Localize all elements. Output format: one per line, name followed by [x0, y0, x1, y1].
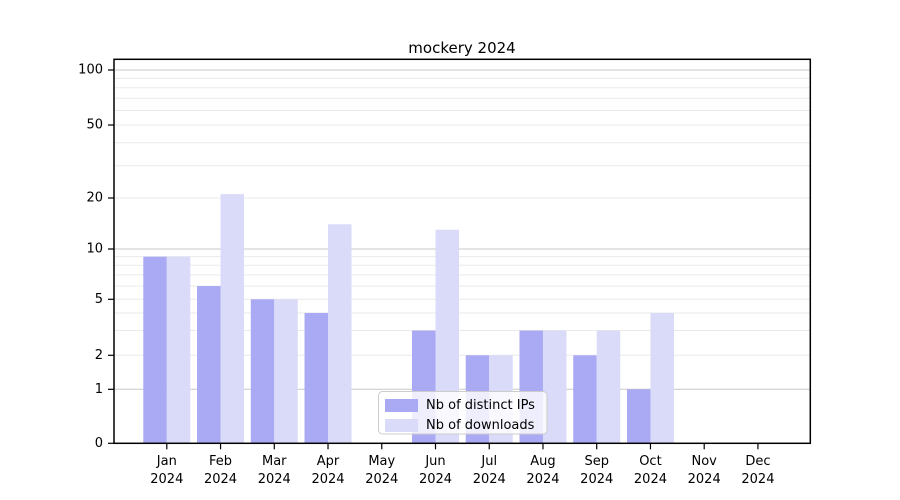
x-tick-label-month: Aug [530, 454, 555, 469]
x-tick-label-year: 2024 [580, 472, 613, 487]
bar-downloads-feb [220, 194, 245, 444]
x-tick-label-year: 2024 [258, 472, 291, 487]
x-tick-label-month: Jan [156, 454, 177, 469]
y-tick-label: 2 [95, 348, 103, 363]
axis-tick-labels: 0 1 2 5 10 20 50 100 Jan 2024 Feb 2024 Mar 2024 Apr 202… [78, 63, 774, 488]
x-tick-label-month: Sep [584, 454, 609, 469]
bar-downloads-jan [166, 256, 191, 444]
y-tick-label: 0 [95, 436, 103, 451]
chart-title: mockery 2024 [408, 39, 515, 57]
legend-label: Nb of downloads [426, 418, 535, 433]
bar-downloads-aug [542, 330, 567, 444]
x-tick-label-month: Apr [317, 454, 340, 469]
bar-ips-mar [250, 299, 275, 444]
y-tick-label: 1 [95, 382, 103, 397]
legend-swatch [385, 399, 418, 412]
legend-label: Nb of distinct IPs [426, 398, 535, 413]
y-tick-label: 50 [86, 118, 103, 133]
x-tick-label-year: 2024 [526, 472, 559, 487]
bar-ips-apr [304, 312, 329, 444]
legend: Nb of distinct IPs Nb of downloads [378, 391, 548, 435]
x-tick-label-year: 2024 [150, 472, 183, 487]
bar-ips-feb [197, 286, 221, 444]
bar-downloads-sep [596, 330, 621, 444]
bar-ips-oct [626, 389, 651, 444]
x-tick-label-year: 2024 [688, 472, 721, 487]
x-tick-label-year: 2024 [365, 472, 398, 487]
x-tick-label-month: Mar [262, 454, 287, 469]
legend-swatch [385, 419, 418, 432]
y-tick-label: 100 [78, 63, 103, 78]
x-tick-label-month: Jul [480, 454, 497, 469]
bar-downloads-oct [650, 312, 674, 444]
bar-downloads-jun [435, 229, 459, 444]
y-tick-label: 10 [86, 242, 103, 257]
x-tick-label-year: 2024 [204, 472, 237, 487]
axis-ticks [108, 69, 759, 450]
plot-frame [113, 58, 812, 445]
x-tick-label-year: 2024 [419, 472, 452, 487]
x-tick-label-month: Dec [745, 454, 770, 469]
axes-spines [113, 58, 812, 445]
x-tick-label-month: Nov [692, 454, 718, 469]
x-tick-label-year: 2024 [741, 472, 774, 487]
bar-downloads-mar [274, 299, 298, 444]
x-tick-label-month: Jun [424, 454, 445, 469]
bar-downloads-apr [328, 224, 352, 444]
y-tick-label: 20 [86, 191, 103, 206]
x-tick-label-month: Feb [209, 454, 232, 469]
x-tick-label-month: Oct [639, 454, 661, 469]
x-tick-label-month: May [368, 454, 395, 469]
x-tick-label-year: 2024 [311, 472, 344, 487]
x-tick-label-year: 2024 [473, 472, 506, 487]
bar-ips-jan [143, 256, 167, 444]
legend-box [378, 391, 548, 435]
bar-ips-sep [573, 355, 597, 444]
y-tick-label: 5 [95, 292, 103, 307]
x-tick-label-year: 2024 [634, 472, 667, 487]
